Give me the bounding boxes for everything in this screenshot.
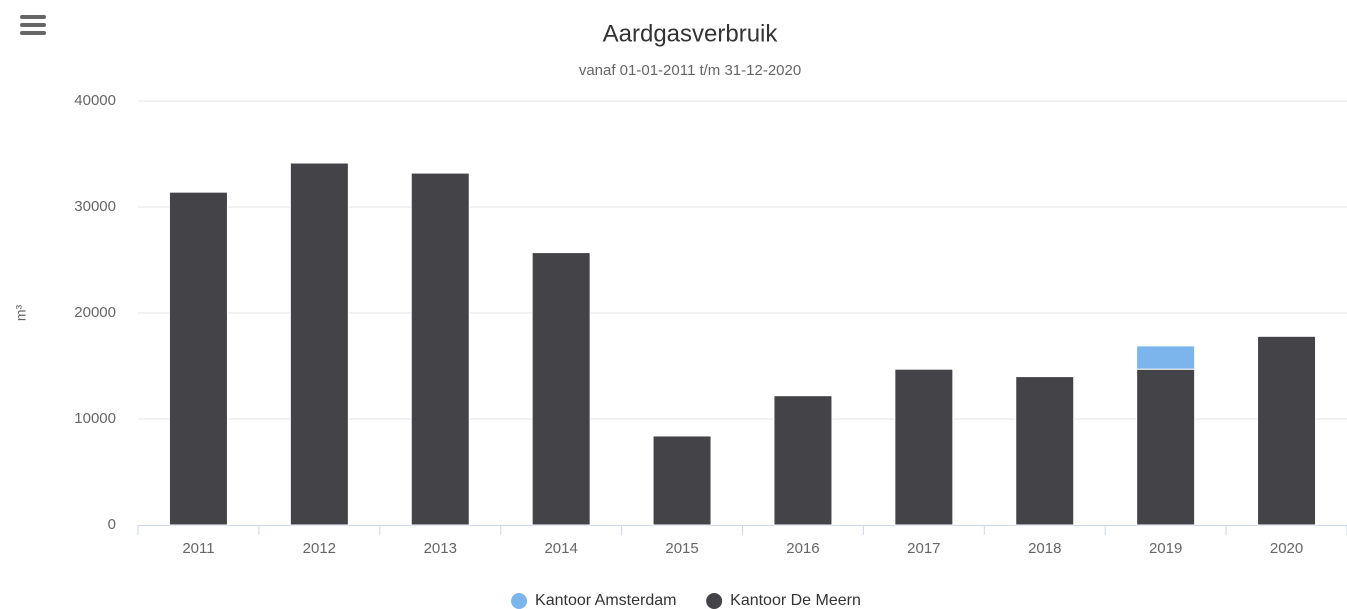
- x-tick-label: 2019: [1149, 540, 1182, 557]
- x-tick-label: 2017: [907, 540, 940, 557]
- legend-marker: [511, 593, 528, 609]
- bar: [168, 191, 228, 526]
- bar: [652, 435, 712, 526]
- menu-bar: [20, 31, 46, 35]
- bar: [1136, 368, 1196, 526]
- y-tick-label: 0: [108, 516, 116, 533]
- x-tick-label: 2013: [424, 540, 457, 557]
- x-tick-label: 2015: [665, 540, 698, 557]
- legend-marker: [706, 593, 723, 609]
- x-tick-label: 2018: [1028, 540, 1061, 557]
- x-tick-label: 2020: [1270, 540, 1303, 557]
- menu-button[interactable]: [20, 15, 46, 35]
- x-tick-label: 2014: [544, 540, 577, 557]
- chart-title: Aardgasverbruik: [603, 20, 779, 47]
- y-tick-label: 40000: [74, 92, 116, 109]
- x-tick-label: 2011: [182, 540, 214, 557]
- x-tick-label: 2016: [786, 540, 819, 557]
- bar: [289, 162, 349, 526]
- legend-label: Kantoor De Meern: [730, 592, 861, 609]
- bar: [410, 172, 470, 526]
- bar: [1015, 376, 1075, 526]
- bar: [773, 395, 833, 526]
- y-tick-label: 10000: [74, 410, 116, 427]
- x-tick-label: 2012: [303, 540, 336, 557]
- bar: [894, 368, 954, 526]
- y-axis-title: m³: [13, 305, 29, 322]
- bar: [1136, 345, 1196, 370]
- y-tick-label: 20000: [74, 304, 116, 321]
- menu-bar: [20, 15, 46, 19]
- legend-label: Kantoor Amsterdam: [535, 592, 676, 609]
- menu-bar: [20, 23, 46, 27]
- chart-subtitle: vanaf 01-01-2011 t/m 31-12-2020: [579, 62, 801, 79]
- bar: [531, 252, 591, 526]
- y-tick-label: 30000: [74, 198, 116, 215]
- bar: [1257, 335, 1317, 526]
